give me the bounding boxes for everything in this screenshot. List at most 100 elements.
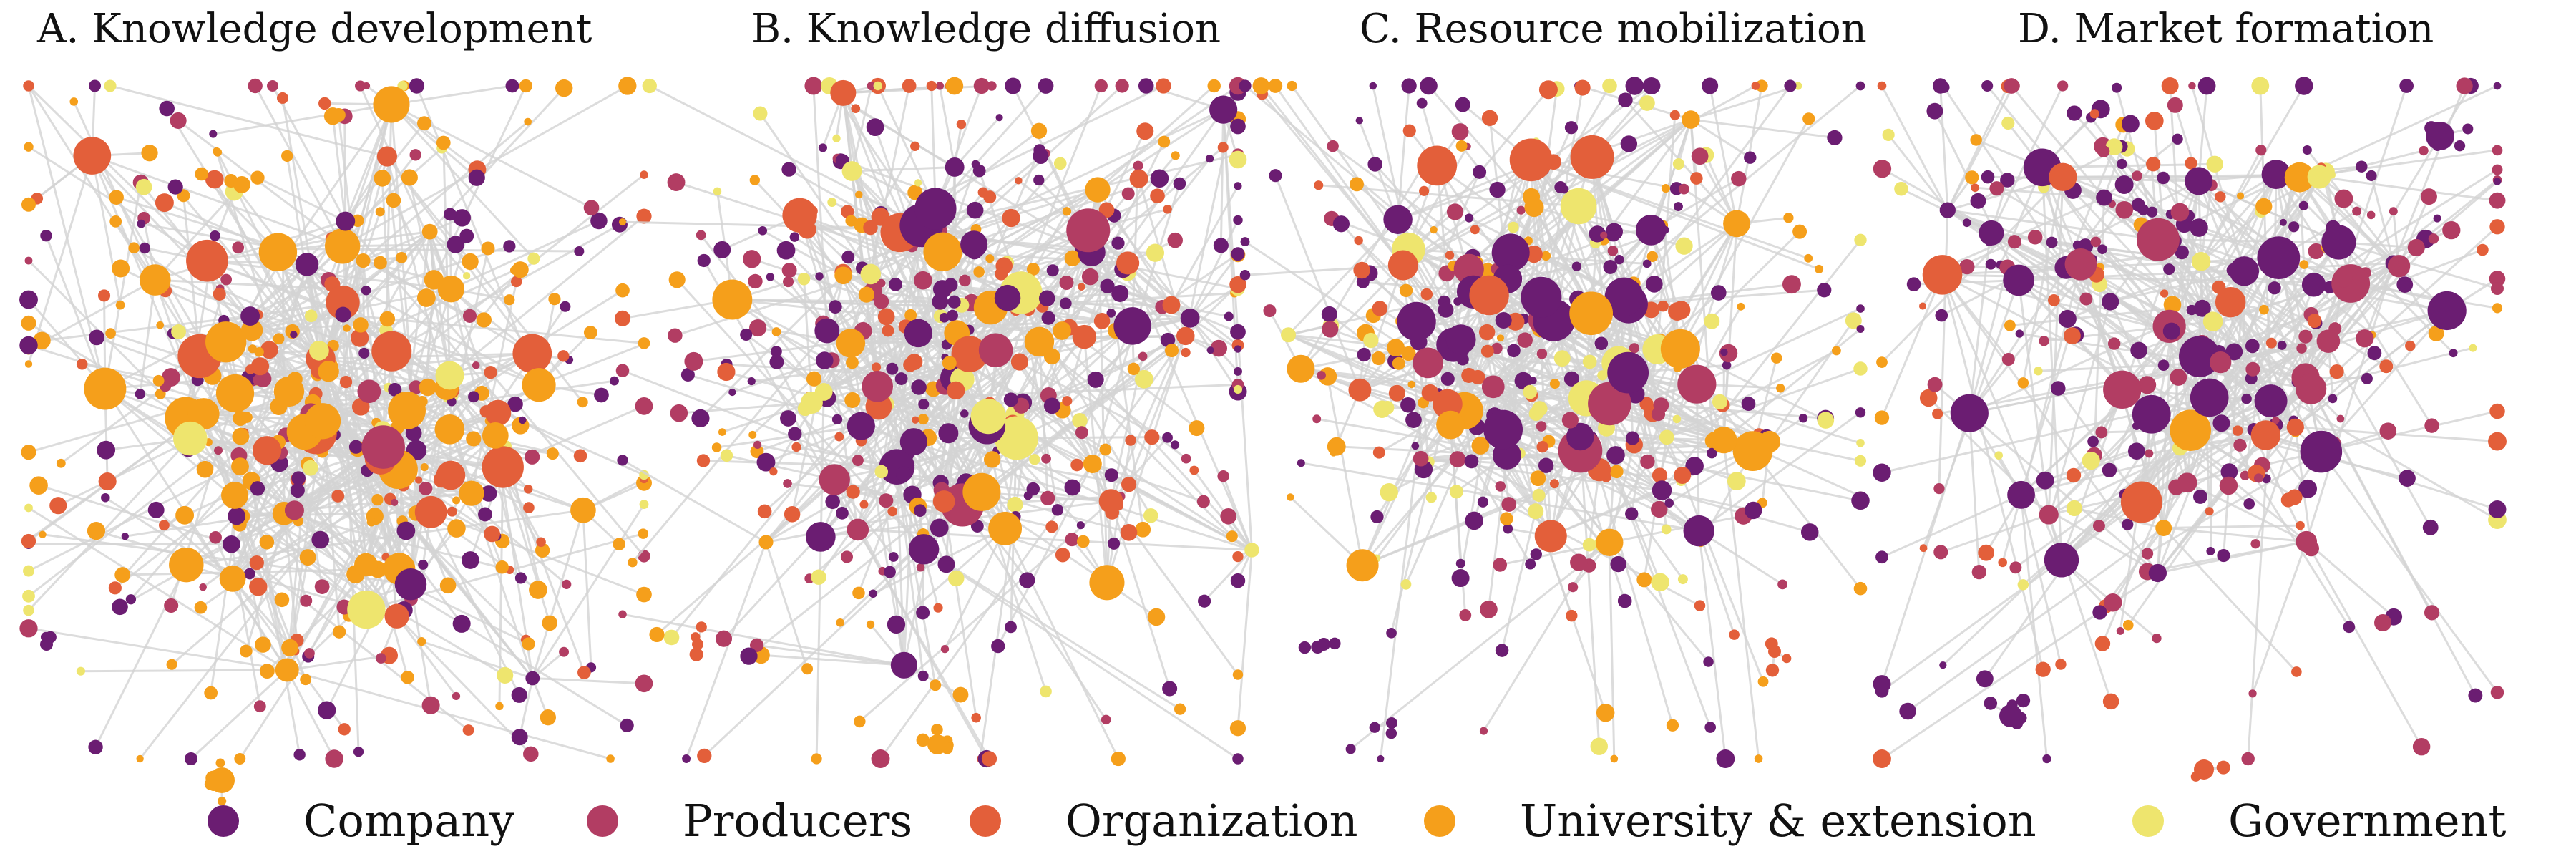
network-edge <box>649 84 922 227</box>
network-node <box>1399 283 1413 298</box>
network-node <box>2157 359 2170 372</box>
network-edge <box>761 654 904 666</box>
network-hub-node <box>1528 503 1544 520</box>
network-node <box>769 467 778 476</box>
network-edge <box>252 324 361 331</box>
network-node <box>2288 221 2300 233</box>
network-edge <box>286 669 336 759</box>
network-node <box>1777 579 1787 590</box>
network-edge <box>2294 352 2376 428</box>
network-hub-node <box>782 198 817 233</box>
network-node <box>546 447 559 460</box>
network-node <box>300 594 313 607</box>
network-edge <box>28 627 288 671</box>
network-node <box>1827 130 1843 146</box>
network-node <box>76 666 85 676</box>
network-node <box>2243 498 2255 510</box>
network-node <box>590 212 608 230</box>
network-node <box>2000 173 2015 188</box>
network-node <box>374 256 387 270</box>
network-hub-node <box>219 565 246 592</box>
network-node <box>135 178 152 195</box>
network-hub-node <box>325 228 361 264</box>
network-node <box>1845 312 1862 329</box>
network-node <box>2492 164 2503 175</box>
network-node <box>1038 78 1054 94</box>
network-hub-node <box>1397 301 1436 341</box>
network-node <box>2469 344 2477 352</box>
network-edge <box>1880 85 1949 211</box>
network-node <box>1170 440 1180 450</box>
network-node <box>209 130 218 138</box>
network-node <box>220 273 233 286</box>
network-node <box>1939 661 1947 669</box>
network-node <box>1525 558 1536 570</box>
network-node <box>339 376 353 389</box>
network-node <box>1927 377 1943 392</box>
network-node <box>797 272 811 286</box>
network-node <box>1445 251 1455 260</box>
network-edge <box>1941 180 2200 316</box>
network-node <box>1287 493 1294 501</box>
network-node <box>462 253 479 271</box>
network-node <box>610 376 619 386</box>
network-edge <box>283 513 298 641</box>
network-edge <box>390 103 535 260</box>
network-node <box>832 134 841 142</box>
network-node <box>1998 558 2007 568</box>
network-node <box>615 364 630 377</box>
network-hub-node <box>962 472 1001 511</box>
network-node <box>1782 275 1801 294</box>
network-edge <box>142 186 314 403</box>
network-node <box>1005 621 1017 634</box>
network-hub-node <box>361 425 405 469</box>
network-hub-node <box>863 220 878 236</box>
network-node <box>1516 205 1526 215</box>
network-node <box>1722 361 1732 370</box>
network-node <box>522 637 535 651</box>
network-node <box>1380 401 1395 414</box>
network-hub-node <box>215 374 255 413</box>
network-edge <box>2212 321 2241 446</box>
network-node <box>1571 261 1582 271</box>
network-hub-node <box>482 446 524 488</box>
network-node <box>1644 77 1661 94</box>
network-node <box>495 560 509 574</box>
network-hub-node <box>1979 220 2004 246</box>
network-node <box>1231 247 1245 261</box>
network-node <box>668 271 686 288</box>
network-node <box>1873 749 1891 768</box>
network-node <box>1831 346 1841 356</box>
network-edge <box>1110 437 1169 503</box>
network-node <box>1464 213 1474 223</box>
legend-item-producers: Producers <box>587 795 912 847</box>
network-node <box>769 354 784 369</box>
network-node <box>253 374 263 385</box>
network-node <box>2114 175 2134 194</box>
network-node <box>1019 572 1035 588</box>
network-node <box>1489 181 1506 198</box>
network-node <box>1563 371 1580 387</box>
network-node <box>2493 82 2502 90</box>
network-node <box>867 81 876 91</box>
network-node <box>933 603 943 613</box>
network-node <box>505 79 519 93</box>
network-hub-node <box>942 356 957 371</box>
network-node <box>1620 135 1638 152</box>
network-node <box>1094 79 1108 93</box>
network-node <box>2197 77 2216 95</box>
network-node <box>2216 760 2230 775</box>
network-node <box>981 751 997 767</box>
network-edge <box>847 256 950 434</box>
network-node <box>253 700 266 713</box>
network-node <box>302 460 318 476</box>
network-node <box>97 440 116 460</box>
network-node <box>1322 321 1339 338</box>
network-edge <box>1171 304 1229 318</box>
network-edge <box>213 103 392 135</box>
network-edge <box>1203 549 1253 602</box>
network-edge <box>1968 241 1991 414</box>
network-edge <box>2200 85 2306 262</box>
network-edge <box>950 195 1158 286</box>
network-edge <box>94 564 187 748</box>
